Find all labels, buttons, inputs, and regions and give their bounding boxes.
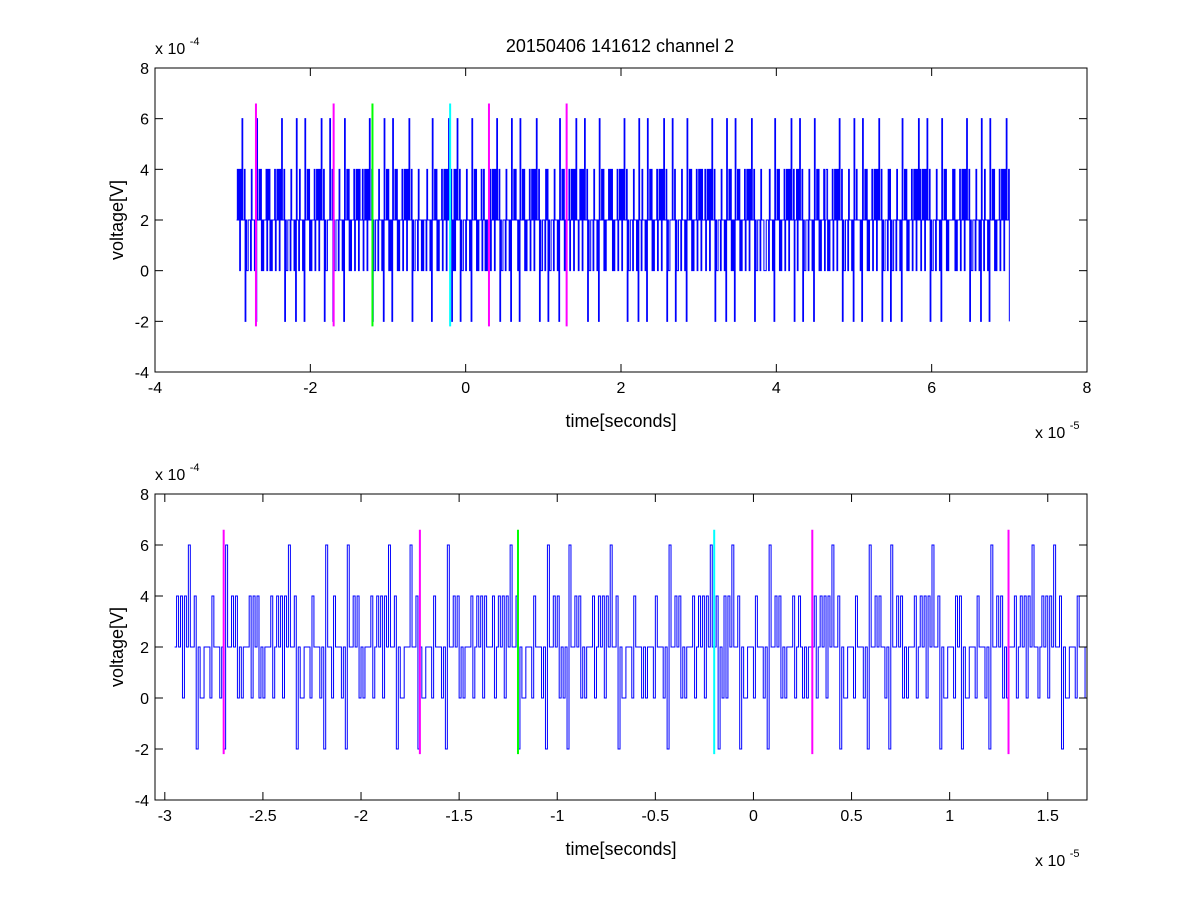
y-exponent-label: x 10 -4 [155, 462, 199, 484]
y-tick-label: 2 [140, 640, 149, 657]
series-line-1 [236, 118, 1010, 322]
x-tick-label: 1 [945, 808, 954, 825]
x-axis-label: time[seconds] [565, 839, 676, 859]
y-tick-label: 6 [140, 112, 149, 129]
x-tick-label: -0.5 [642, 808, 670, 825]
x-tick-label: 8 [1083, 380, 1092, 397]
y-tick-label: 8 [140, 487, 149, 504]
x-tick-label: 2 [617, 380, 626, 397]
y-tick-label: -4 [135, 793, 149, 810]
x-tick-label: 4 [772, 380, 781, 397]
y-tick-label: 4 [140, 162, 149, 179]
y-axis-label: voltage[V] [107, 607, 127, 687]
y-axis-label: voltage[V] [107, 180, 127, 260]
x-exponent-superscript: -5 [1070, 420, 1080, 432]
x-tick-label: -1 [550, 808, 564, 825]
x-tick-label: -2 [303, 380, 317, 397]
x-tick-label: -1.5 [445, 808, 473, 825]
y-tick-label: -2 [135, 314, 149, 331]
x-axis-label: time[seconds] [565, 411, 676, 431]
x-tick-label: 0.5 [840, 808, 862, 825]
x-tick-label: -2 [354, 808, 368, 825]
x-tick-label: -4 [148, 380, 162, 397]
y-tick-label: 6 [140, 538, 149, 555]
x-exponent-label: x 10 -5 [1035, 420, 1079, 442]
x-exponent-label: x 10 -5 [1035, 848, 1079, 870]
bottom-axes: -3 -2.5 -2 -1.5 -1 -0.5 0 0.5 1 1.5 -4 -2 0 2 4 6 8 x 10 … [107, 462, 1088, 870]
y-tick-label: 2 [140, 213, 149, 230]
y-exponent-label: x 10 -4 [155, 36, 199, 58]
top-axes: -4 -2 0 2 4 6 8 -4 -2 0 2 4 6 8 x 10 -4 x 10 -5 time[sec… [107, 36, 1092, 442]
y-tick-label: 0 [140, 264, 149, 281]
y-exponent-superscript: -4 [190, 36, 200, 48]
series-line-1 [174, 544, 1087, 750]
x-tick-label: 0 [749, 808, 758, 825]
y-tick-label: 8 [140, 61, 149, 78]
x-exponent-superscript: -5 [1070, 848, 1080, 860]
x-tick-label: 1.5 [1037, 808, 1059, 825]
x-tick-label: -2.5 [249, 808, 277, 825]
y-tick-label: 0 [140, 691, 149, 708]
figure-title: 20150406 141612 channel 2 [506, 36, 734, 56]
y-exponent-superscript: -4 [190, 462, 200, 474]
y-tick-label: -2 [135, 742, 149, 759]
y-tick-label: -4 [135, 365, 149, 382]
x-tick-label: -3 [158, 808, 172, 825]
x-tick-label: 6 [927, 380, 936, 397]
y-tick-label: 4 [140, 589, 149, 606]
x-tick-label: 0 [461, 380, 470, 397]
